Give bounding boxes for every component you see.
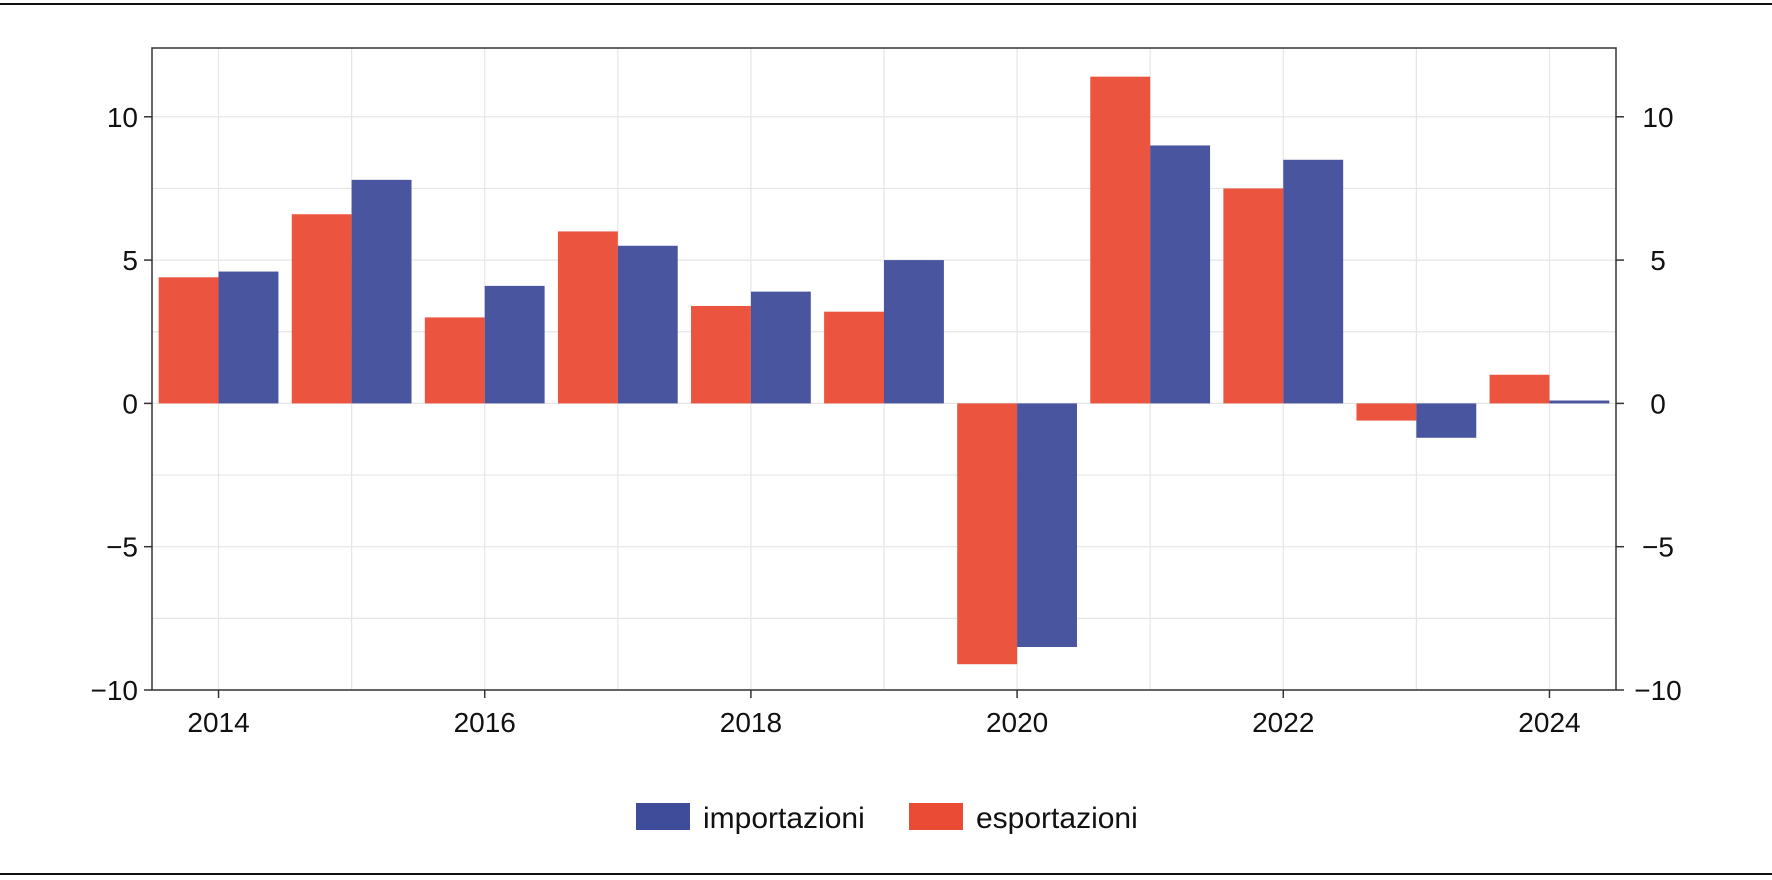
legend: importazioni esportazioni [636, 802, 1138, 835]
y-tick-label-left: 10 [107, 102, 138, 133]
y-tick-label-right: 10 [1642, 102, 1673, 133]
y-tick-label-right: −10 [1634, 675, 1682, 706]
bar-esportazioni-2017 [557, 231, 618, 404]
x-tick-label: 2020 [986, 707, 1048, 738]
plot-frame [151, 47, 1617, 691]
y-axis-right: 10 5 0 −5 −10 [1616, 102, 1682, 706]
legend-label-esportazioni: esportazioni [976, 802, 1138, 835]
bar-esportazioni-2019 [824, 311, 884, 404]
bar-esportazioni-2014 [158, 277, 219, 404]
x-tick-label: 2018 [720, 707, 782, 738]
bar-importazioni-2022 [1283, 159, 1344, 404]
bar-esportazioni-2023 [1356, 403, 1417, 421]
bar-importazioni-2014 [218, 271, 279, 404]
bar-esportazioni-2016 [424, 317, 485, 404]
y-tick-label-left: −10 [91, 675, 139, 706]
bar-importazioni-2016 [484, 285, 545, 404]
legend-label-importazioni: importazioni [703, 802, 865, 835]
y-tick-label-left: 5 [122, 245, 138, 276]
y-tick-label-right: −5 [1642, 532, 1674, 563]
bar-importazioni-2019 [884, 260, 944, 404]
bar-esportazioni-2022 [1223, 188, 1284, 404]
bar-importazioni-2018 [750, 291, 811, 404]
y-axis-left: 10 5 0 −5 −10 [91, 102, 152, 706]
y-tick-label-right: 0 [1650, 388, 1666, 419]
x-tick-label: 2014 [187, 707, 249, 738]
bars-group [158, 76, 1610, 665]
x-tick-label: 2016 [454, 707, 516, 738]
y-tick-label-left: −5 [106, 532, 138, 563]
legend-swatch-importazioni [636, 803, 690, 830]
y-tick-label-left: 0 [122, 388, 138, 419]
bar-importazioni-2021 [1150, 145, 1211, 404]
bar-importazioni-2015 [351, 179, 412, 404]
bar-importazioni-2020 [1017, 403, 1077, 648]
bar-esportazioni-2018 [691, 305, 751, 404]
legend-swatch-esportazioni [909, 803, 963, 830]
x-axis: 2014 2016 2018 2020 2022 2024 [187, 690, 1581, 738]
bar-esportazioni-2020 [957, 403, 1018, 665]
x-tick-label: 2024 [1518, 707, 1580, 738]
bar-importazioni-2017 [617, 245, 678, 404]
bar-esportazioni-2015 [291, 214, 352, 404]
bar-importazioni-2023 [1416, 403, 1477, 438]
y-tick-label-right: 5 [1650, 245, 1666, 276]
bar-importazioni-2024 [1549, 400, 1610, 404]
bar-esportazioni-2021 [1090, 76, 1151, 404]
x-tick-label: 2022 [1252, 707, 1314, 738]
bar-esportazioni-2024 [1489, 374, 1550, 404]
